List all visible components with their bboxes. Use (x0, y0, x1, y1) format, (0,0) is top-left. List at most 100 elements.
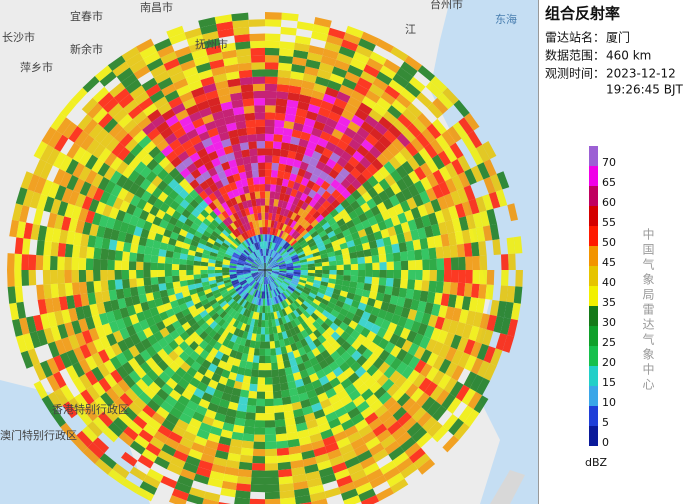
radar-echo (273, 280, 280, 288)
radar-echo (102, 97, 119, 113)
radar-echo (216, 253, 225, 259)
radar-echo (515, 270, 523, 287)
radar-echo (224, 226, 232, 235)
radar-echo (225, 251, 233, 257)
radar-echo (372, 357, 385, 370)
radar-echo (373, 386, 387, 400)
radar-echo (428, 280, 437, 293)
radar-echo (280, 185, 288, 194)
radar-echo (272, 270, 280, 271)
radar-echo (235, 157, 244, 167)
radar-echo (504, 301, 514, 319)
radar-echo (202, 498, 219, 504)
radar-echo (374, 122, 388, 136)
radar-echo (107, 279, 116, 291)
radar-echo (329, 270, 337, 275)
radar-echo (378, 391, 392, 405)
radar-echo (247, 278, 254, 284)
radar-echo (293, 270, 301, 273)
radar-echo (265, 284, 268, 292)
radar-echo (140, 190, 152, 202)
radar-echo (244, 261, 252, 266)
radar-echo (244, 419, 256, 428)
radar-echo (153, 96, 169, 110)
radar-echo (345, 194, 356, 205)
radar-echo (36, 284, 45, 300)
radar-echo (309, 432, 323, 444)
radar-echo (122, 361, 135, 375)
radar-echo (499, 285, 509, 302)
radar-echo (252, 448, 265, 457)
radar-echo (155, 209, 166, 220)
radar-echo (207, 266, 215, 270)
radar-echo (255, 119, 265, 127)
radar-echo (450, 190, 462, 206)
radar-echo (175, 219, 185, 229)
radar-echo (229, 181, 238, 191)
radar-echo (338, 208, 349, 219)
radar-echo (68, 307, 79, 322)
radar-echo (123, 426, 139, 441)
radar-echo (166, 25, 185, 39)
radar-echo (258, 283, 262, 291)
radar-echo (272, 206, 278, 214)
radar-echo (216, 87, 230, 97)
radar-echo (262, 277, 265, 285)
radar-echo (273, 405, 284, 413)
radar-echo (273, 252, 279, 259)
radar-echo (277, 332, 284, 341)
radar-echo (247, 287, 254, 294)
map-label: 新余市 (70, 42, 103, 56)
radar-echo (338, 46, 356, 59)
radar-echo (191, 442, 206, 454)
radar-echo (243, 270, 251, 273)
radar-echo (256, 227, 261, 235)
radar-echo (250, 288, 256, 296)
radar-echo (328, 361, 340, 372)
radar-echo (254, 289, 259, 298)
radar-echo (227, 298, 235, 306)
radar-echo (214, 263, 223, 268)
radar-echoes (7, 12, 523, 504)
radar-echo (317, 137, 329, 148)
radar-echo (92, 86, 110, 103)
radar-echo (426, 400, 442, 417)
radar-echo (372, 448, 389, 463)
radar-echo (258, 234, 262, 242)
radar-echo (213, 207, 222, 217)
radar-echo (91, 173, 104, 188)
radar-echo (227, 190, 235, 200)
radar-echo (208, 329, 217, 339)
radar-echo (50, 255, 58, 270)
radar-echo (248, 390, 257, 399)
radar-echo (283, 337, 291, 347)
radar-echo (451, 174, 464, 191)
radar-echo (137, 285, 146, 296)
radar-echo (416, 432, 433, 448)
radar-echo (383, 396, 397, 411)
radar-echo (223, 56, 238, 67)
radar-echo (105, 137, 120, 153)
radar-echo (348, 286, 357, 295)
radar-echo (239, 315, 246, 323)
radar-echo (336, 475, 353, 488)
radar-echo (353, 443, 369, 457)
map-label: 台州市 (430, 0, 463, 11)
radar-echo (344, 144, 357, 157)
radar-echo (65, 158, 79, 175)
radar-echo (191, 208, 201, 218)
radar-echo (199, 309, 209, 318)
radar-echo (265, 284, 267, 292)
radar-echo (281, 223, 288, 232)
radar-echo (53, 355, 66, 372)
radar-echo (78, 358, 92, 374)
radar-echo (331, 340, 341, 351)
radar-echo (122, 242, 132, 253)
radar-echo (391, 138, 406, 152)
radar-echo (223, 168, 233, 178)
radar-echo (128, 182, 140, 195)
radar-echo (290, 281, 299, 286)
radar-echo (344, 204, 355, 215)
radar-echo (318, 218, 328, 227)
radar-echo (314, 237, 323, 245)
